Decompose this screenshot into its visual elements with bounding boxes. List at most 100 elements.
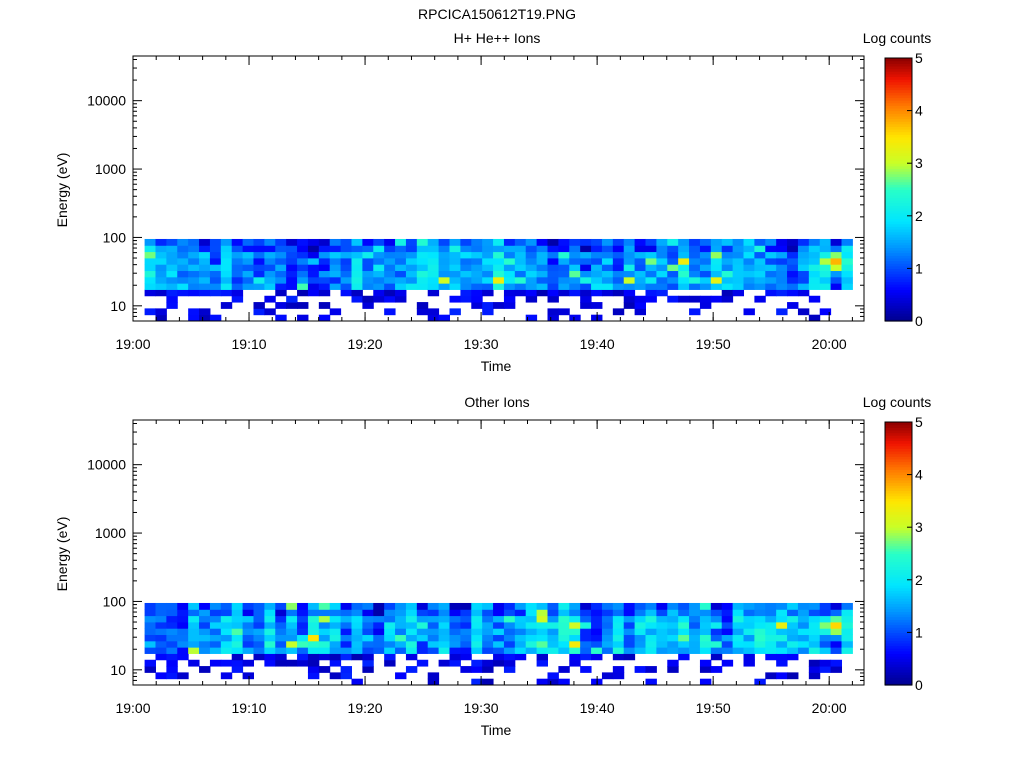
heatmap-cell: [601, 257, 614, 265]
heatmap-cell: [656, 647, 668, 654]
heatmap-cell: [264, 602, 276, 610]
heatmap-cell: [427, 276, 440, 284]
heatmap-cell: [482, 251, 494, 259]
heatmap-cell: [765, 621, 777, 629]
heatmap-cell: [275, 257, 287, 265]
heatmap-cell: [601, 647, 614, 654]
heatmap-cell: [645, 276, 657, 284]
heatmap-cell: [340, 283, 352, 290]
heatmap-cell: [144, 621, 156, 629]
heatmap-cell: [514, 245, 527, 253]
heatmap-cell: [199, 609, 211, 617]
heatmap-cell: [514, 264, 527, 272]
heatmap-cell: [634, 257, 646, 265]
colorbar-swatch: [885, 682, 912, 686]
heatmap-cell: [841, 270, 853, 278]
heatmap-cell: [373, 615, 385, 623]
heatmap-cell: [199, 238, 211, 246]
heatmap-cell: [449, 308, 461, 316]
heatmap-cell: [732, 276, 745, 284]
heatmap-cell: [699, 621, 712, 629]
heatmap-cell: [362, 621, 374, 629]
heatmap-cell: [667, 634, 679, 642]
colorbar-swatch: [885, 202, 912, 206]
heatmap-cell: [601, 609, 614, 617]
heatmap-cell: [710, 276, 723, 284]
heatmap-cell: [329, 308, 342, 316]
heatmap-cell: [645, 257, 657, 265]
heatmap-cell: [351, 283, 363, 290]
heatmap-cell: [471, 628, 483, 636]
colorbar-swatch: [885, 307, 912, 312]
heatmap-cell: [384, 647, 396, 654]
heatmap-cell: [362, 276, 374, 284]
heatmap-cell: [569, 264, 581, 272]
heatmap-cell: [264, 270, 276, 278]
colorbar-swatch: [885, 503, 912, 507]
heatmap-cell: [830, 245, 843, 253]
heatmap-cell: [721, 283, 734, 290]
heatmap-cell: [591, 609, 603, 617]
heatmap-cell: [525, 609, 538, 617]
heatmap-cell: [754, 615, 766, 623]
colorbar-swatch: [885, 637, 912, 641]
heatmap-cell: [166, 609, 178, 617]
heatmap-cell: [623, 245, 636, 253]
heatmap-cell: [416, 264, 429, 272]
heatmap-cell: [242, 615, 254, 623]
heatmap-cell: [395, 264, 407, 272]
heatmap-cell: [242, 647, 254, 654]
heatmap-cell: [503, 289, 516, 297]
colorbar-swatch: [885, 653, 912, 657]
heatmap-cell: [449, 283, 461, 290]
heatmap-cell: [307, 672, 320, 680]
heatmap-cell: [514, 621, 527, 629]
colorbar-swatch: [885, 86, 912, 91]
heatmap-cell: [547, 672, 559, 680]
colorbar-swatch: [885, 498, 912, 502]
heatmap-cell: [427, 678, 440, 686]
heatmap-cell: [166, 238, 178, 246]
heatmap-cell: [209, 270, 222, 278]
heatmap-cell: [384, 276, 396, 284]
colorbar-swatch: [885, 228, 912, 233]
heatmap-cell: [307, 257, 320, 265]
colorbar-tick-label: 5: [915, 414, 923, 430]
heatmap-cell: [144, 283, 156, 290]
heatmap-cell: [514, 251, 527, 259]
colorbar-swatch: [885, 603, 912, 607]
heatmap-cell: [209, 264, 222, 272]
heatmap-cell: [242, 634, 254, 642]
heatmap-cell: [808, 628, 821, 636]
colorbar-swatch: [885, 271, 912, 275]
heatmap-cell: [482, 276, 494, 284]
heatmap-cell: [754, 647, 766, 654]
heatmap-cell: [493, 302, 505, 309]
heatmap-cell: [471, 634, 483, 642]
heatmap-cell: [286, 640, 298, 648]
heatmap-cell: [416, 257, 429, 265]
heatmap-cell: [580, 238, 592, 246]
heatmap-cell: [351, 609, 363, 617]
heatmap-cell: [340, 647, 352, 654]
heatmap-cell: [297, 245, 309, 253]
heatmap-cell: [830, 609, 843, 617]
heatmap-cell: [384, 659, 396, 667]
heatmap-cell: [482, 609, 494, 617]
heatmap-cell: [830, 238, 843, 246]
heatmap-cell: [231, 276, 244, 284]
heatmap-cell: [362, 634, 374, 642]
heatmap-cell: [493, 270, 505, 278]
colorbar-swatch: [885, 519, 912, 523]
heatmap-cell: [220, 270, 233, 278]
heatmap-cell: [514, 270, 527, 278]
heatmap-cell: [427, 647, 440, 654]
heatmap-cell: [482, 640, 494, 648]
heatmap-cell: [373, 634, 385, 642]
heatmap-cell: [656, 628, 668, 636]
heatmap-cell: [460, 270, 472, 278]
heatmap-cell: [188, 621, 200, 629]
heatmap-cell: [623, 264, 636, 272]
heatmap-cell: [547, 238, 559, 246]
heatmap-cell: [275, 289, 287, 297]
